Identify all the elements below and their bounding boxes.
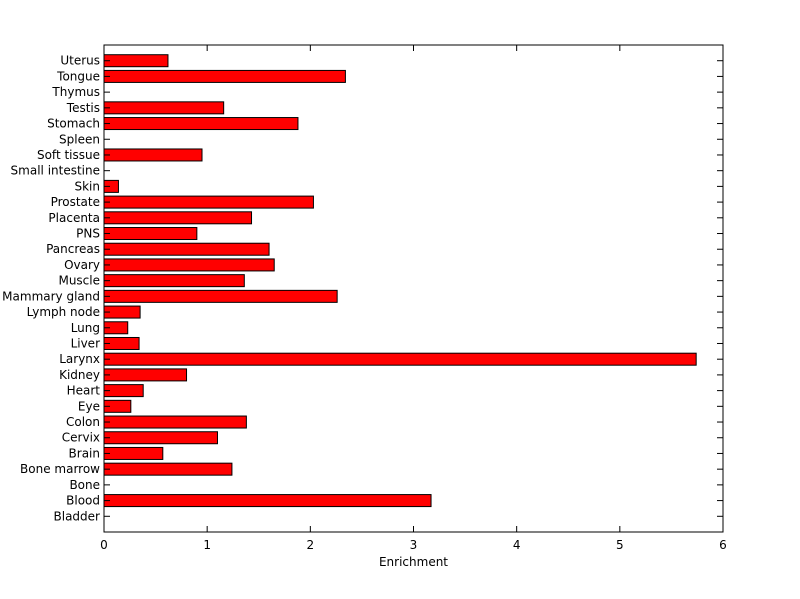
category-label-bone: Bone (69, 478, 100, 492)
category-label-placenta: Placenta (48, 211, 100, 225)
x-axis-title: Enrichment (379, 555, 448, 569)
bar-pns (103, 227, 198, 241)
category-label-soft-tissue: Soft tissue (37, 148, 100, 162)
bar-brain (103, 446, 164, 460)
category-label-muscle: Muscle (58, 274, 100, 288)
bar-pancreas (103, 242, 270, 256)
x-tick-label-4: 4 (513, 538, 521, 552)
category-label-stomach: Stomach (47, 117, 100, 131)
bar-testis (103, 101, 225, 115)
category-label-eye: Eye (78, 399, 100, 413)
x-tick-label-6: 6 (719, 538, 727, 552)
category-label-uterus: Uterus (60, 54, 100, 68)
category-label-liver: Liver (71, 336, 101, 350)
x-tick-labels-group: 0 1 2 3 4 5 6 (100, 538, 727, 552)
category-label-testis: Testis (66, 101, 100, 115)
bar-colon (103, 415, 247, 429)
bar-ovary (103, 258, 275, 272)
bar-placenta (103, 211, 253, 225)
x-tick-label-3: 3 (410, 538, 418, 552)
category-label-brain: Brain (69, 446, 100, 460)
plot-frame (103, 44, 724, 533)
bar-prostate (103, 195, 314, 209)
bar-stomach (103, 117, 299, 131)
category-label-thymus: Thymus (51, 85, 100, 99)
category-label-heart: Heart (67, 384, 101, 398)
category-label-ovary: Ovary (64, 258, 100, 272)
x-tick-label-2: 2 (307, 538, 315, 552)
bar-kidney (103, 368, 188, 382)
category-label-pns: PNS (76, 227, 100, 241)
category-label-bone-marrow: Bone marrow (20, 462, 100, 476)
category-label-bladder: Bladder (54, 509, 101, 523)
category-label-mammary-gland: Mammary gland (2, 289, 100, 303)
ticks-group (103, 45, 724, 532)
x-tick-label-1: 1 (203, 538, 211, 552)
category-label-tongue: Tongue (56, 69, 100, 83)
category-label-blood: Blood (66, 494, 100, 508)
bar-tongue (103, 69, 346, 83)
category-label-lung: Lung (71, 321, 100, 335)
bar-mammary-gland (103, 289, 338, 303)
bar-muscle (103, 274, 245, 288)
category-label-pancreas: Pancreas (46, 242, 100, 256)
bar-cervix (103, 431, 218, 445)
category-label-colon: Colon (66, 415, 100, 429)
bar-uterus (103, 54, 169, 68)
bar-blood (103, 494, 432, 508)
bar-larynx (103, 352, 697, 366)
bar-soft-tissue (103, 148, 203, 162)
x-tick-label-5: 5 (616, 538, 624, 552)
x-tick-label-0: 0 (100, 538, 108, 552)
bar-bone-marrow (103, 462, 233, 476)
category-label-spleen: Spleen (59, 132, 100, 146)
category-label-small-intestine: Small intestine (11, 164, 100, 178)
category-label-larynx: Larynx (59, 352, 100, 366)
category-label-skin: Skin (74, 179, 100, 193)
category-label-kidney: Kidney (59, 368, 100, 382)
category-label-prostate: Prostate (51, 195, 100, 209)
category-label-cervix: Cervix (62, 431, 100, 445)
category-label-lymph-node: Lymph node (27, 305, 100, 319)
